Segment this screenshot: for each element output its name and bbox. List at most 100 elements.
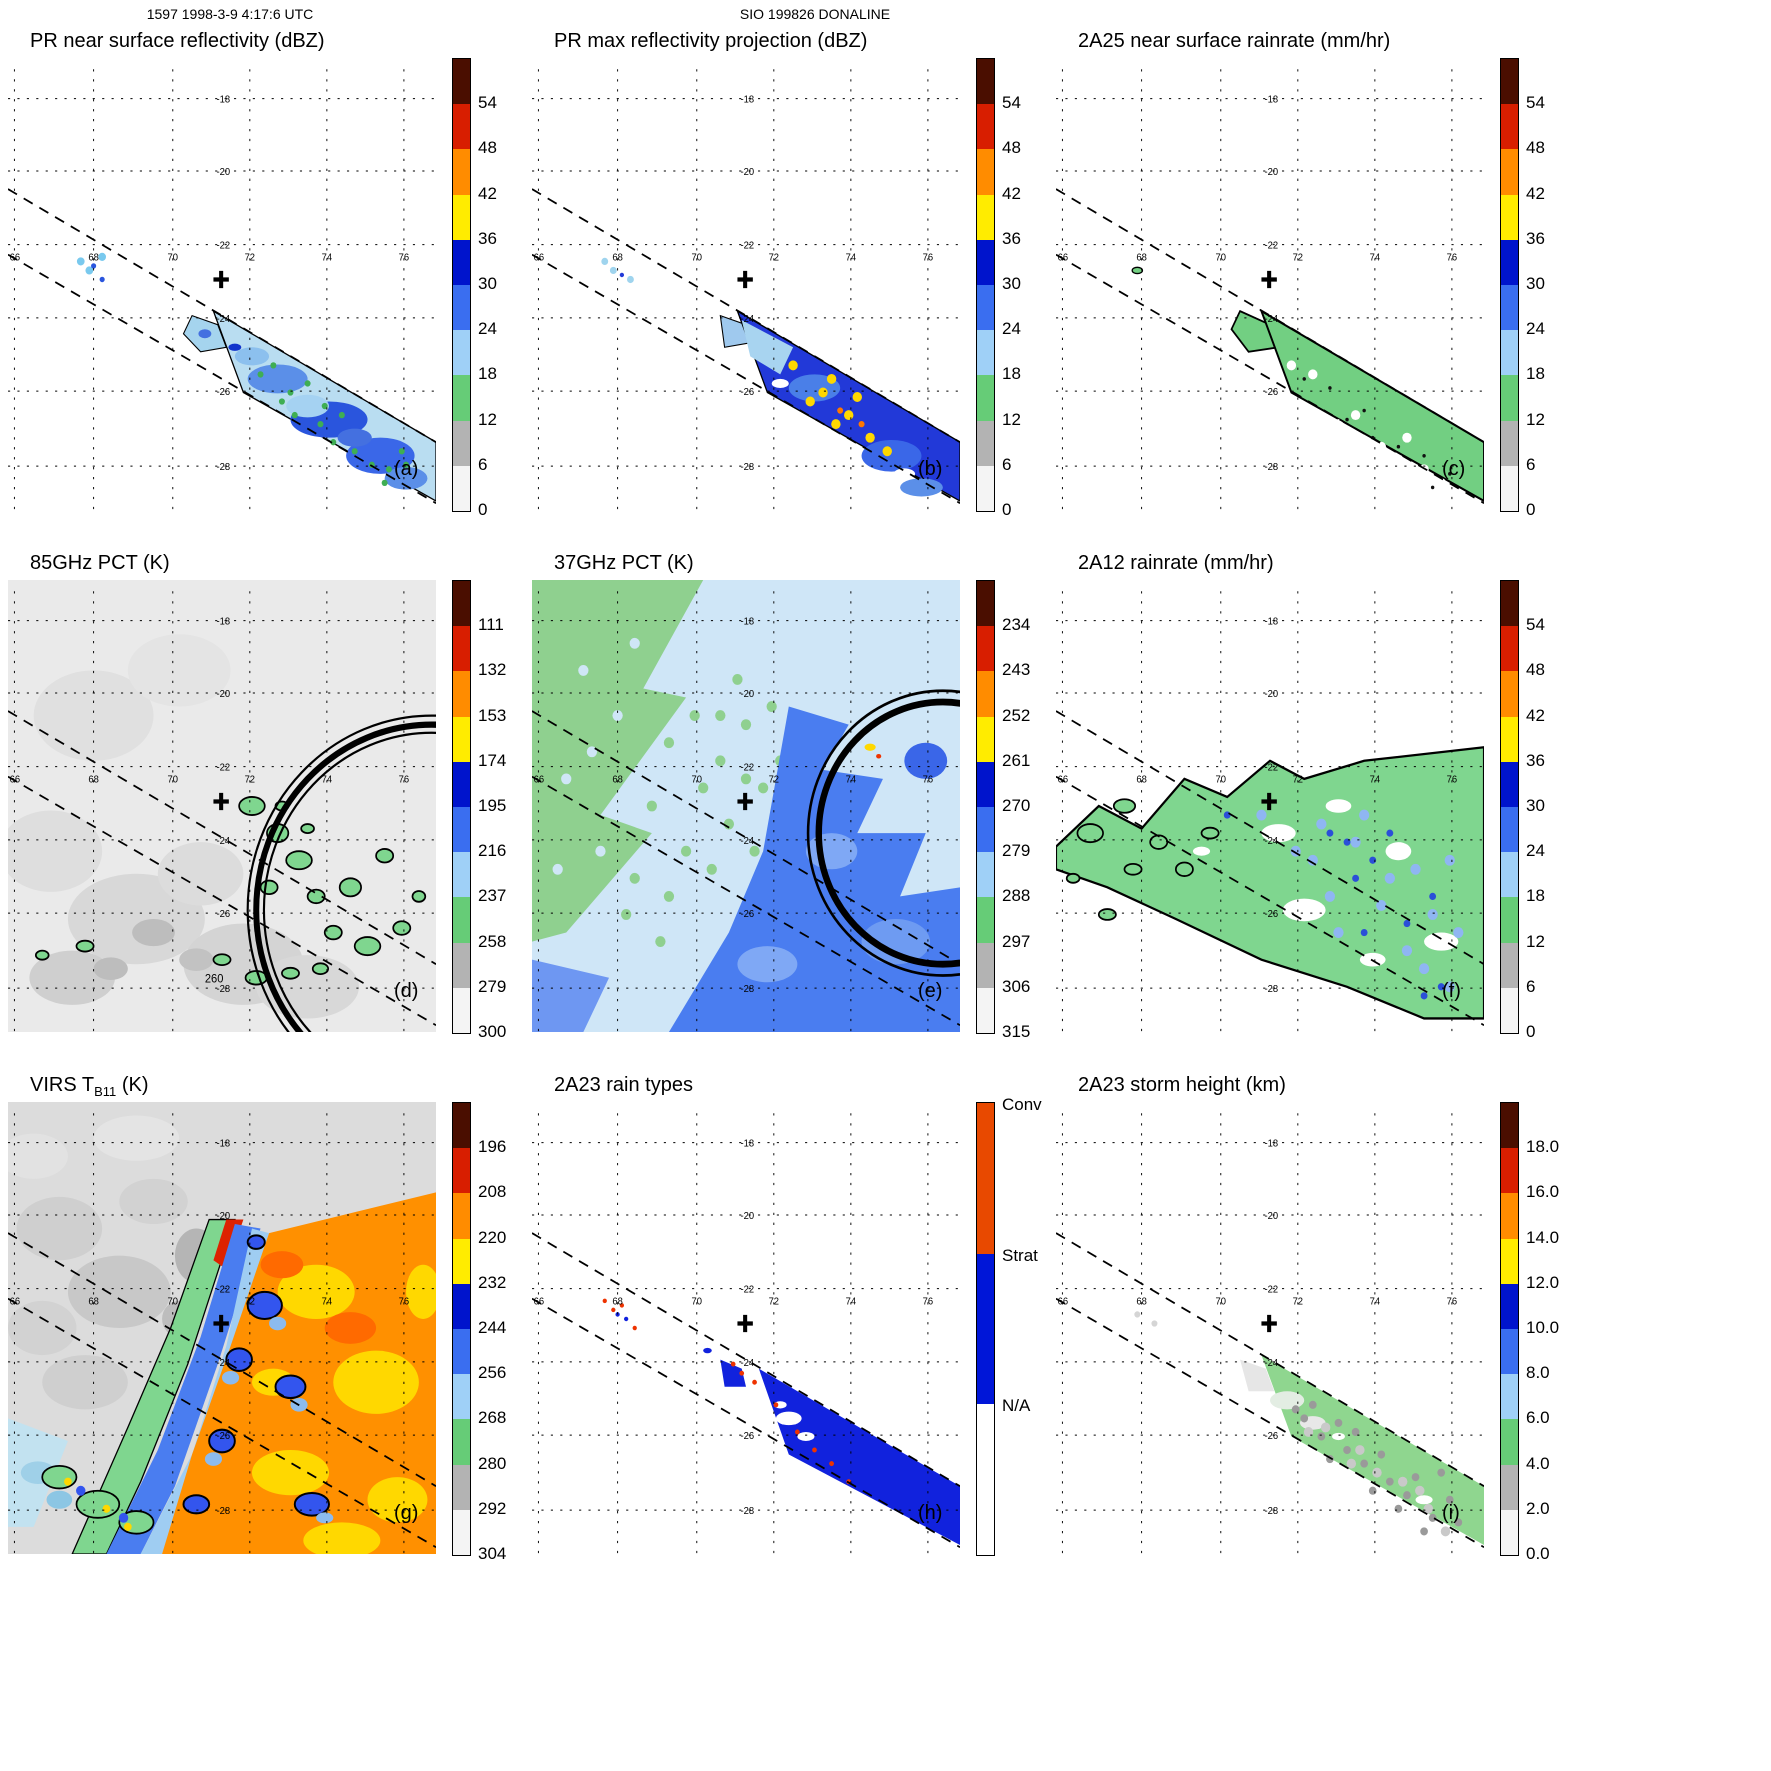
- lat-label: -22: [740, 1285, 754, 1296]
- lon-label: 70: [168, 1296, 178, 1307]
- panel-g: VIRS TB11 (K) 66 68 70 72 74 76 -18 -20 -22 -24 -26…: [8, 1074, 528, 1564]
- lon-label: 72: [769, 252, 779, 263]
- colorbar-segment: [1501, 1509, 1518, 1555]
- colorbar-segment: [977, 581, 994, 627]
- center-cross-marker: [213, 1314, 229, 1333]
- swath-boundary-line: [532, 775, 960, 1027]
- lon-label: 74: [1370, 1296, 1381, 1307]
- lat-label: -22: [1264, 763, 1278, 774]
- colorbar-tick: 12: [478, 409, 497, 429]
- lon-label: 72: [245, 1296, 255, 1307]
- colorbar-segment: [977, 897, 994, 943]
- lat-label: -22: [216, 241, 230, 252]
- swath-boundary-line: [1056, 775, 1484, 1027]
- lon-label: 74: [846, 1296, 857, 1307]
- lat-label: -24: [740, 314, 754, 325]
- map-data-layer: [1056, 746, 1484, 1020]
- lon-label: 74: [322, 1296, 333, 1307]
- colorbar-segment: [1501, 1374, 1518, 1420]
- colorbar-tick: 48: [478, 138, 497, 158]
- swath-boundary-line: [532, 710, 960, 965]
- lat-label: -26: [740, 1431, 754, 1442]
- colorbar-segment: [453, 942, 470, 988]
- colorbar-segment: [453, 716, 470, 762]
- colorbar-segment: [977, 59, 994, 105]
- colorbar-h: [976, 1102, 995, 1556]
- lat-label: -20: [740, 167, 754, 178]
- lon-label: 68: [1136, 774, 1146, 785]
- lat-label: -26: [216, 1431, 230, 1442]
- lat-label: -28: [1264, 1506, 1278, 1517]
- lat-label: -20: [216, 1211, 230, 1222]
- lat-label: -24: [216, 314, 230, 325]
- panel-letter-f: (f): [1442, 980, 1461, 1002]
- lat-label: -28: [740, 1506, 754, 1517]
- lon-label: 70: [168, 252, 178, 263]
- center-cross-marker: [1261, 792, 1277, 811]
- colorbar-segment: [977, 1103, 994, 1254]
- swath-boundary-line: [1056, 188, 1484, 443]
- colorbar-segment: [977, 284, 994, 331]
- colorbar-segment: [1501, 1103, 1518, 1149]
- center-cross-marker: [213, 270, 229, 289]
- colorbar-segment: [1501, 806, 1518, 853]
- swath-boundary-line: [532, 1232, 960, 1487]
- lat-label: -26: [216, 387, 230, 398]
- colorbar-tick: 279: [478, 976, 507, 996]
- lon-label: 74: [846, 774, 857, 785]
- colorbar-segment: [453, 194, 470, 240]
- lat-label: -24: [740, 836, 754, 847]
- colorbar-segment: [453, 284, 470, 331]
- colorbar-tick: 0: [478, 500, 488, 519]
- colorbar-tick: 42: [1526, 705, 1545, 725]
- lon-label: 76: [1447, 252, 1457, 263]
- colorbar-tick: 300: [478, 1022, 507, 1041]
- center-cross-marker: [213, 792, 229, 811]
- colorbar-segment: [453, 761, 470, 807]
- lat-label: -26: [1264, 909, 1278, 920]
- panel-letter-i: (i): [1442, 1502, 1460, 1524]
- colorbar-tick: 12: [1526, 409, 1545, 429]
- map-d: 260 66 68 70 72 74 76 -18 -20 -22 -24 -26 -28: [8, 580, 436, 1032]
- map-e: 66 68 70 72 74 76 -18 -20 -22 -24 -26 -28: [532, 580, 960, 1032]
- colorbar-tick: 258: [478, 931, 507, 951]
- map-i: 66 68 70 72 74 76 -18 -20 -22 -24 -26 -28: [1056, 1113, 1484, 1554]
- colorbar-c: [1500, 58, 1519, 512]
- panel-letter-h: (h): [918, 1502, 943, 1524]
- colorbar-segment: [453, 420, 470, 466]
- colorbar-tick: 16.0: [1526, 1182, 1560, 1202]
- colorbar-tick: 196: [478, 1137, 507, 1157]
- lon-label: 66: [1058, 774, 1068, 785]
- colorbar-tick: 280: [478, 1453, 507, 1473]
- lon-label: 68: [1136, 252, 1146, 263]
- colorbar-tick: 279: [1002, 841, 1031, 861]
- colorbar-tick: 54: [1526, 615, 1545, 635]
- colorbar-tick: 36: [478, 228, 497, 248]
- colorbar-a: [452, 58, 471, 512]
- colorbar-tick: 0: [1526, 1022, 1536, 1041]
- colorbar-segment: [453, 626, 470, 672]
- lon-label: 68: [612, 1296, 622, 1307]
- colorbar-segment: [453, 852, 470, 898]
- panel-d: 85GHz PCT (K) 260 66 68 70 72 74 76 -18 -20 -22 -24…: [8, 552, 528, 1042]
- colorbar-tick: 234: [1002, 615, 1031, 635]
- map-data-layer: [602, 1298, 960, 1545]
- panel-title-b: PR max reflectivity projection (dBZ): [554, 30, 868, 52]
- lat-label: -22: [1264, 241, 1278, 252]
- lon-label: 72: [1293, 774, 1303, 785]
- colorbar-segment: [1501, 465, 1518, 511]
- colorbar-segment: [1501, 671, 1518, 717]
- lon-label: 72: [769, 1296, 779, 1307]
- colorbar-tick: 42: [1002, 183, 1021, 203]
- colorbar-segment: [1501, 59, 1518, 105]
- colorbar-segment: [1501, 1283, 1518, 1329]
- colorbar-tick: 244: [478, 1318, 507, 1337]
- lat-label: -18: [216, 95, 230, 106]
- colorbar-segment: [453, 806, 470, 853]
- colorbar-tick: 42: [1526, 183, 1545, 203]
- colorbar-tick: 306: [1002, 976, 1031, 996]
- map-c: 66 68 70 72 74 76 -18 -20 -22 -24 -26 -28: [1056, 69, 1484, 510]
- lat-label: -28: [216, 984, 230, 995]
- lon-label: 66: [10, 774, 20, 785]
- colorbar-segment: [977, 806, 994, 853]
